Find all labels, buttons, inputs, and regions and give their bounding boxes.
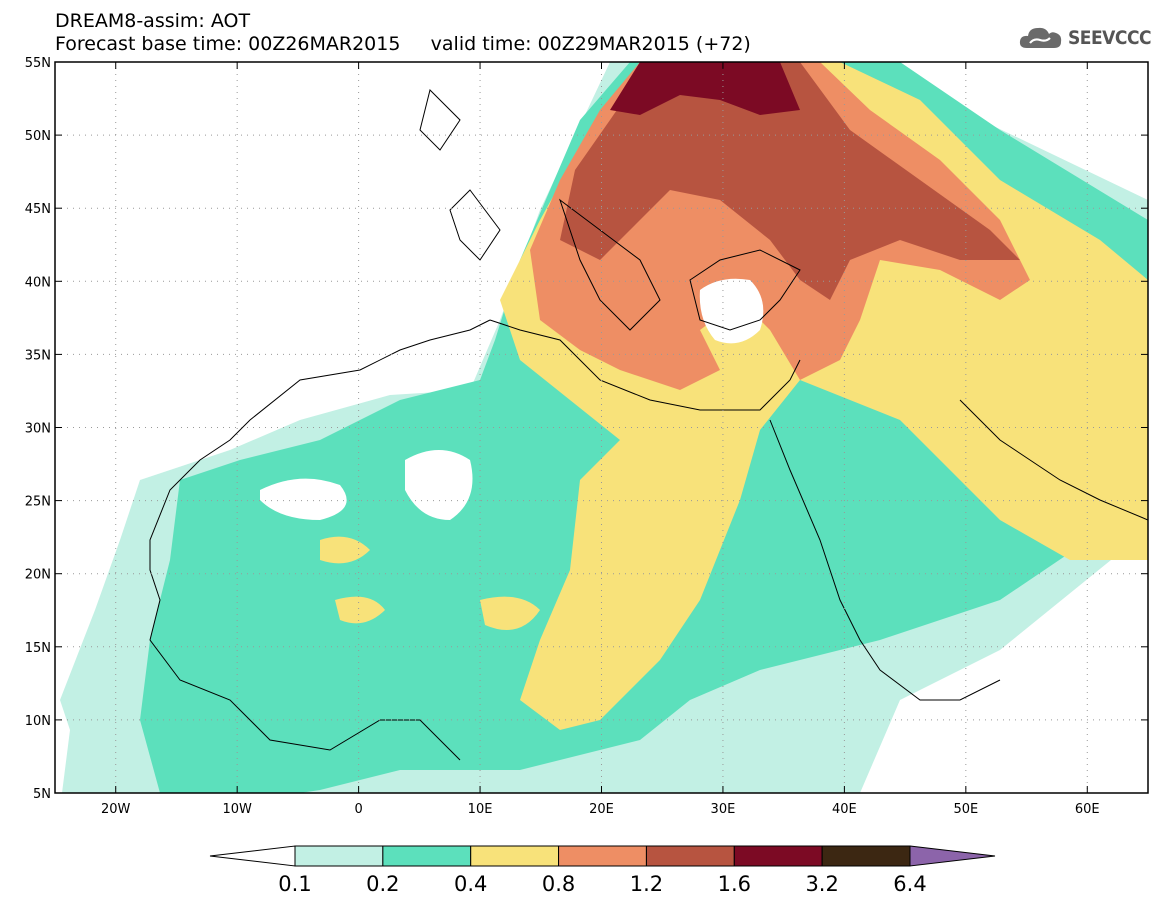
lon-tick-label: 60E <box>1075 802 1100 817</box>
colorbar-label: 1.6 <box>718 872 751 896</box>
lat-tick-label: 30N <box>25 422 51 437</box>
lon-tick-label: 40E <box>832 802 857 817</box>
colorbar-label: 0.8 <box>542 872 575 896</box>
map-title: DREAM8-assim: AOT <box>55 10 251 32</box>
colorbar-label: 0.4 <box>454 872 487 896</box>
cloud-icon <box>1019 27 1062 48</box>
colorbar-segment <box>645 845 735 867</box>
lat-tick-label: 15N <box>25 641 51 656</box>
base-time: Forecast base time: 00Z26MAR2015 <box>55 33 401 55</box>
lon-tick-label: 30E <box>711 802 736 817</box>
colorbar-segment <box>733 845 823 867</box>
colorbar-label: 1.2 <box>630 872 663 896</box>
aot-band-1.2 <box>560 62 1020 300</box>
colorbar-high-arrow <box>909 845 996 867</box>
aot-patch <box>480 596 540 630</box>
lon-tick-label: 10E <box>468 802 493 817</box>
colorbar-label: 3.2 <box>805 872 838 896</box>
lat-tick-label: 50N <box>25 129 51 144</box>
aot-field <box>60 62 1148 793</box>
lat-tick-label: 10N <box>25 714 51 729</box>
colorbar-label: 6.4 <box>893 872 926 896</box>
colorbar-segment <box>382 845 472 867</box>
lon-tick-label: 20W <box>101 802 131 817</box>
valid-time: valid time: 00Z29MAR2015 (+72) <box>430 33 751 55</box>
lon-tick-label: 20E <box>589 802 614 817</box>
colorbar-label: 0.2 <box>366 872 399 896</box>
lat-tick-label: 20N <box>25 568 51 583</box>
clear-area <box>699 278 764 344</box>
clear-area <box>260 478 347 520</box>
axis-ticks: 20W 10W 0 10E 20E 30E 40E 50E 60E 55N 50N 45N 40N 35N… <box>25 56 1148 817</box>
colorbar-label: 0.1 <box>278 872 311 896</box>
lat-tick-label: 35N <box>25 348 51 363</box>
lat-tick-label: 5N <box>33 787 51 802</box>
coastlines <box>149 89 1148 761</box>
lat-tick-label: 45N <box>25 202 51 217</box>
clear-area <box>405 450 473 520</box>
logo-text: SEEVCCC <box>1068 27 1152 49</box>
lon-tick-label: 10W <box>222 802 252 817</box>
seevccc-logo: SEEVCCC <box>1018 25 1152 51</box>
lon-tick-label: 50E <box>953 802 978 817</box>
aot-patch <box>335 596 385 624</box>
colorbar-segment <box>558 845 647 867</box>
lat-tick-label: 40N <box>25 275 51 290</box>
colorbar-segment <box>470 845 560 867</box>
time-info: Forecast base time: 00Z26MAR2015 valid t… <box>55 33 751 55</box>
lat-tick-label: 25N <box>25 495 51 510</box>
aot-patch <box>320 536 370 564</box>
aot-band-1.6 <box>610 62 800 115</box>
lat-tick-label: 55N <box>25 56 51 71</box>
lon-tick-label: 0 <box>354 802 362 817</box>
colorbar-low-arrow <box>209 845 296 867</box>
grid <box>55 62 1148 793</box>
colorbar-segment <box>294 845 384 867</box>
colorbar-segment <box>821 845 911 867</box>
